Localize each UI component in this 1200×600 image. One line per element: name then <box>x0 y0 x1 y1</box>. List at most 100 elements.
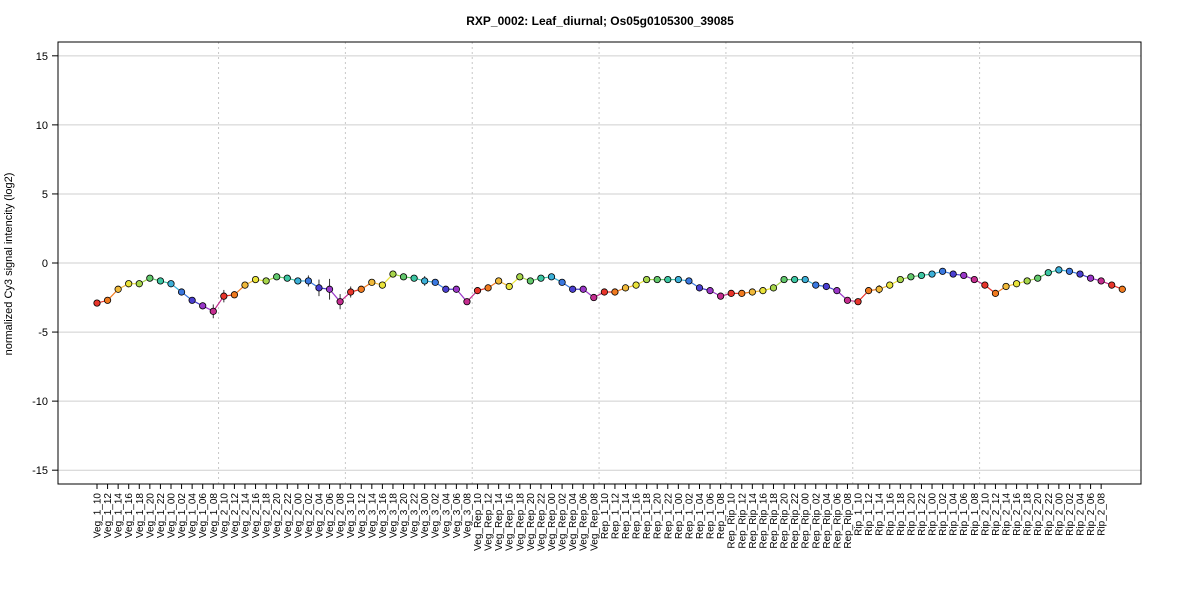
y-tick-label: 0 <box>42 258 48 270</box>
x-tick-label: Veg_2_02 <box>304 493 315 538</box>
data-point <box>188 296 196 304</box>
x-tick-label: Veg_1_00 <box>166 493 177 538</box>
data-point <box>251 275 260 284</box>
x-tick-label: Rip_1_06 <box>959 493 970 536</box>
x-tick-label: Rep_Rip_22 <box>790 493 801 549</box>
data-point <box>473 287 482 295</box>
data-point <box>431 278 439 286</box>
x-tick-label: Veg_3_12 <box>357 493 368 538</box>
x-tick-label: Rep_Rip_04 <box>822 493 833 549</box>
data-point <box>294 277 302 285</box>
x-tick-label: Rep_1_22 <box>663 493 674 540</box>
x-tick-label: Rip_2_22 <box>1044 493 1055 536</box>
x-tick-label: Rep_1_06 <box>706 493 717 540</box>
data-point <box>801 275 809 284</box>
data-point <box>865 287 873 295</box>
data-point <box>1055 266 1063 274</box>
x-tick-label: Veg_1_18 <box>135 493 146 538</box>
data-point <box>526 277 534 285</box>
x-tick-label: Veg_1_10 <box>93 493 104 538</box>
x-tick-label: Veg_Rep_08 <box>589 493 600 551</box>
data-point <box>928 270 936 278</box>
y-tick-label: -10 <box>32 396 48 408</box>
x-tick-label: Veg_2_10 <box>219 493 230 538</box>
data-point <box>727 289 735 297</box>
x-tick-label: Veg_3_18 <box>388 493 399 538</box>
data-point <box>378 281 386 289</box>
data-point <box>991 289 1000 297</box>
x-tick-label: Veg_Rep_04 <box>568 493 579 551</box>
x-tick-label: Veg_2_06 <box>325 493 336 538</box>
data-point <box>347 288 355 296</box>
data-point <box>579 285 587 293</box>
data-point <box>220 292 228 300</box>
data-point <box>780 275 788 284</box>
data-point <box>315 284 323 292</box>
x-tick-label: Veg_1_22 <box>156 493 167 538</box>
data-point <box>389 270 397 278</box>
data-series <box>93 266 1126 319</box>
data-point <box>695 284 704 292</box>
x-tick-label: Rep_Rip_20 <box>780 493 791 549</box>
x-tick-label: Rep_Rip_00 <box>801 493 812 549</box>
x-tick-label: Veg_1_02 <box>177 493 188 538</box>
x-tick-label: Rep_1_14 <box>621 493 632 540</box>
x-tick-label: Rip_2_06 <box>1086 493 1097 536</box>
x-tick-label: Veg_1_20 <box>145 493 156 538</box>
data-point <box>442 285 450 293</box>
x-tick-label: Rip_1_04 <box>949 493 960 536</box>
data-point <box>230 291 239 299</box>
x-tick-label: Rip_2_00 <box>1054 493 1065 536</box>
x-tick-label: Veg_Rep_14 <box>494 493 505 551</box>
data-point <box>177 288 186 296</box>
data-point <box>304 277 312 285</box>
data-point <box>273 273 281 281</box>
data-point <box>114 285 122 293</box>
x-tick-label: Rep_1_16 <box>632 493 643 540</box>
x-tick-label: Rip_2_14 <box>1002 493 1013 536</box>
data-point <box>167 280 175 288</box>
data-point <box>1097 277 1105 285</box>
data-point <box>209 307 217 315</box>
data-point <box>759 287 767 295</box>
x-tick-label: Rep_Rip_18 <box>769 493 780 549</box>
data-point <box>569 285 577 293</box>
data-point <box>738 289 746 297</box>
x-tick-label: Rep_Rip_12 <box>737 493 748 549</box>
data-point <box>156 277 165 285</box>
x-tick-label: Rip_2_10 <box>980 493 991 536</box>
x-tick-label: Veg_Rep_10 <box>473 493 484 551</box>
x-tick-label: Veg_2_12 <box>230 493 241 538</box>
data-point <box>1065 267 1074 275</box>
data-point <box>537 274 545 282</box>
x-tick-label: Rep_1_20 <box>653 493 664 540</box>
data-point <box>685 277 693 285</box>
data-point <box>886 281 894 289</box>
data-point <box>717 292 725 300</box>
x-tick-label: Veg_1_06 <box>198 493 209 538</box>
y-tick-label: 10 <box>36 120 48 132</box>
data-point <box>611 288 619 296</box>
data-point <box>621 284 630 292</box>
x-tick-label: Rip_1_10 <box>854 493 865 536</box>
x-tick-label: Rep_1_18 <box>642 493 653 540</box>
x-tick-label: Veg_3_22 <box>410 493 421 538</box>
data-point <box>632 281 640 289</box>
data-point <box>896 275 904 284</box>
x-tick-label: Rip_1_08 <box>970 493 981 536</box>
x-tick-label: Veg_3_06 <box>452 493 463 538</box>
data-point <box>368 278 376 286</box>
data-point <box>505 282 513 291</box>
x-tick-label: Veg_Rep_18 <box>515 493 526 551</box>
data-point <box>907 273 915 281</box>
x-tick-label: Rip_1_02 <box>938 493 949 536</box>
x-tick-label: Rip_2_16 <box>1012 493 1023 536</box>
x-tick-label: Rip_2_18 <box>1023 493 1034 536</box>
x-tick-label: Veg_3_04 <box>441 493 452 538</box>
data-point <box>674 275 682 284</box>
data-point <box>241 281 249 289</box>
data-point <box>664 275 672 284</box>
x-tick-label: Rep_1_00 <box>674 493 685 540</box>
data-point <box>1023 277 1031 285</box>
data-point <box>199 302 207 310</box>
